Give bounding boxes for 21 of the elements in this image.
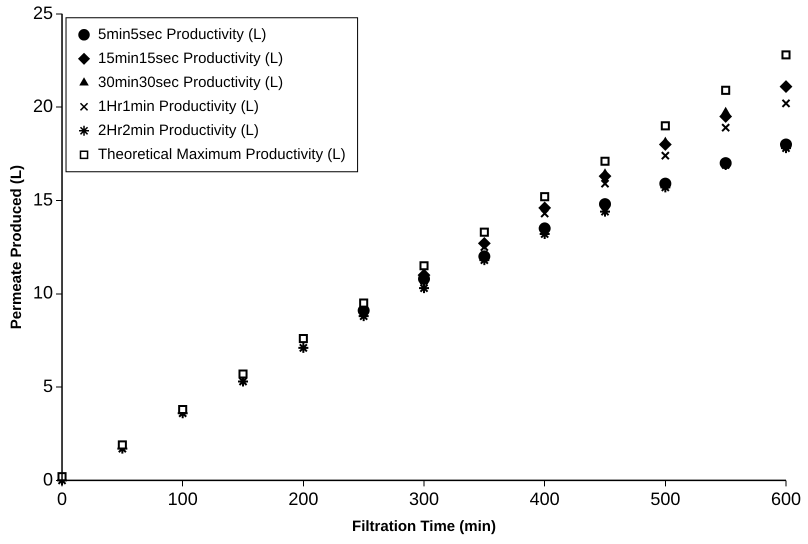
x-tick-label: 200 bbox=[288, 489, 318, 510]
x-tick-label: 500 bbox=[650, 489, 680, 510]
x-tick-label: 600 bbox=[770, 489, 802, 510]
x-tick-label: 300 bbox=[408, 489, 440, 510]
legend-label: 5min5sec Productivity (L) bbox=[98, 26, 266, 43]
legend-label: Theoretical Maximum Productivity (L) bbox=[98, 146, 346, 163]
y-tick-label: 10 bbox=[32, 282, 54, 303]
legend-label: 15min15sec Productivity (L) bbox=[98, 50, 284, 67]
x-tick-label: 0 bbox=[57, 489, 68, 510]
x-axis-title: Filtration Time (min) bbox=[352, 518, 496, 536]
y-tick-label: 15 bbox=[32, 189, 54, 210]
x-tick-label: 100 bbox=[168, 489, 198, 510]
x-tick-label: 400 bbox=[530, 489, 560, 510]
legend-label: 1Hr1min Productivity (L) bbox=[98, 98, 259, 115]
y-tick-label: 0 bbox=[43, 469, 54, 490]
y-axis-title: Permeate Produced (L) bbox=[8, 164, 26, 330]
legend-label: 2Hr2min Productivity (L) bbox=[98, 122, 259, 139]
legend-label: 30min30sec Productivity (L) bbox=[98, 74, 284, 91]
y-tick-label: 20 bbox=[32, 96, 54, 116]
y-tick-label: 25 bbox=[32, 2, 54, 23]
y-tick-label: 5 bbox=[43, 376, 54, 396]
